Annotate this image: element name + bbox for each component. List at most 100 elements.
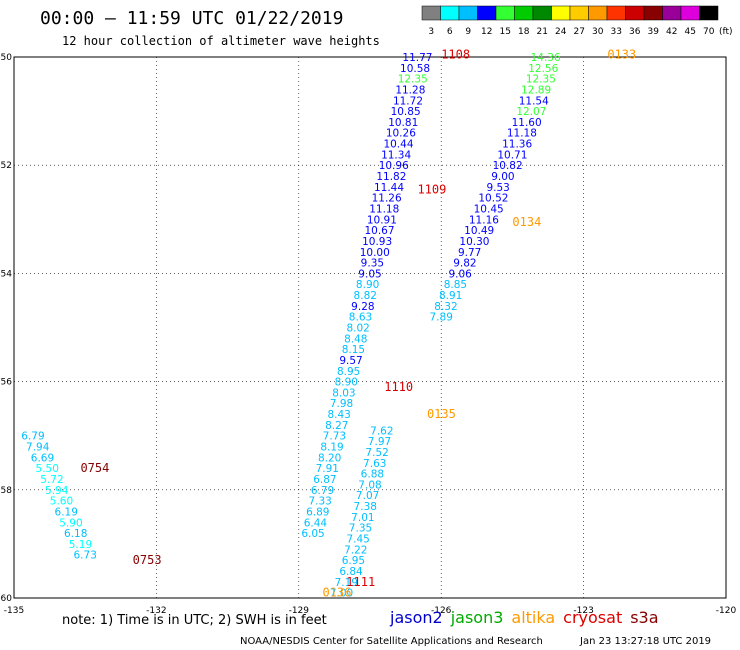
wave-height-point: 8.27 bbox=[325, 420, 348, 432]
wave-height-point: 11.60 bbox=[512, 117, 542, 129]
legend-item-altika: altika bbox=[511, 608, 556, 627]
wave-height-point: 6.69 bbox=[31, 452, 54, 464]
pass-label: 0754 bbox=[80, 461, 109, 475]
wave-height-point: 9.57 bbox=[339, 355, 362, 367]
wave-height-point: 7.94 bbox=[26, 442, 50, 454]
legend-item-jason2: jason2 bbox=[390, 608, 443, 627]
pass-label: 0133 bbox=[607, 47, 636, 61]
legend-item-cryosat: cryosat bbox=[563, 608, 623, 627]
wave-height-point: 9.77 bbox=[458, 247, 481, 259]
wave-height-point: 10.26 bbox=[386, 128, 416, 140]
wave-height-point: 6.18 bbox=[64, 528, 87, 540]
wave-height-point: 7.45 bbox=[346, 533, 369, 545]
wave-height-point: 8.90 bbox=[356, 279, 379, 291]
wave-height-point: 7.07 bbox=[356, 490, 379, 502]
colorbar-tick: 15 bbox=[500, 27, 511, 37]
wave-height-point: 8.63 bbox=[349, 312, 372, 324]
colorbar-tick: 9 bbox=[465, 27, 471, 37]
wave-height-point: 7.08 bbox=[358, 479, 381, 491]
wave-height-point: 9.28 bbox=[351, 301, 374, 313]
wave-height-point: 10.49 bbox=[464, 225, 494, 237]
wave-height-point: 7.91 bbox=[316, 463, 339, 475]
wave-height-point: 5.50 bbox=[36, 463, 59, 475]
colorbar-tick: 39 bbox=[648, 27, 660, 37]
wave-height-point: 11.82 bbox=[376, 171, 406, 183]
colorbar-tick: 70 bbox=[703, 27, 715, 37]
wave-height-point: 6.88 bbox=[361, 469, 384, 481]
wave-height-point: 5.90 bbox=[59, 517, 82, 529]
pass-label: 1108 bbox=[441, 47, 470, 61]
wave-height-point: 11.18 bbox=[369, 203, 399, 215]
wave-height-point: 5.94 bbox=[45, 485, 69, 497]
wave-height-point: 10.45 bbox=[474, 203, 504, 215]
wave-height-point: 8.82 bbox=[354, 290, 377, 302]
wave-height-point: 11.28 bbox=[395, 84, 425, 96]
wave-height-point: 9.00 bbox=[491, 171, 514, 183]
wave-height-point: 10.52 bbox=[478, 193, 508, 205]
wave-height-point: 6.79 bbox=[311, 485, 334, 497]
pass-label: 1110 bbox=[384, 380, 413, 394]
colorbar-swatch bbox=[699, 5, 719, 21]
colorbar-swatch bbox=[680, 5, 700, 21]
colorbar-unit: (ft) bbox=[719, 27, 733, 37]
wave-height-point: 12.35 bbox=[398, 74, 428, 86]
wave-height-point: 9.82 bbox=[453, 258, 476, 270]
wave-height-point: 11.16 bbox=[469, 214, 499, 226]
wave-height-point: 8.43 bbox=[327, 409, 350, 421]
wave-height-point: 11.36 bbox=[502, 139, 532, 151]
wave-height-point: 7.35 bbox=[349, 523, 372, 535]
wave-height-point: 10.30 bbox=[459, 236, 489, 248]
wave-height-point: 10.93 bbox=[362, 236, 392, 248]
colorbar-tick: 30 bbox=[592, 27, 604, 37]
wave-height-point: 10.67 bbox=[364, 225, 394, 237]
wave-height-point: 5.19 bbox=[69, 539, 92, 551]
wave-height-point: 7.63 bbox=[363, 458, 386, 470]
x-tick-label: -120 bbox=[716, 606, 737, 616]
wave-height-point: 8.03 bbox=[332, 387, 355, 399]
wave-height-point: 8.20 bbox=[318, 452, 341, 464]
wave-height-point: 5.72 bbox=[40, 474, 63, 486]
colorbar-swatch bbox=[458, 5, 478, 21]
wave-height-point: 8.90 bbox=[335, 377, 358, 389]
colorbar-tick: 3 bbox=[428, 27, 434, 37]
colorbar-swatch bbox=[514, 5, 534, 21]
colorbar-swatch bbox=[606, 5, 626, 21]
wave-height-point: 8.02 bbox=[346, 323, 369, 335]
colorbar-swatch bbox=[440, 5, 460, 21]
wave-height-point: 11.44 bbox=[374, 182, 404, 194]
wave-height-point: 11.18 bbox=[507, 128, 537, 140]
footer-note: note: 1) Time is in UTC; 2) SWH is in fe… bbox=[62, 613, 327, 628]
wave-height-point: 12.89 bbox=[521, 84, 551, 96]
wave-height-point: 6.19 bbox=[55, 506, 78, 518]
wave-height-point: 7.89 bbox=[430, 312, 453, 324]
colorbar-swatch bbox=[421, 5, 441, 21]
wave-height-point: 5.60 bbox=[50, 496, 73, 508]
wave-height-point: 6.79 bbox=[21, 431, 44, 443]
wave-height-point: 7.62 bbox=[370, 425, 393, 437]
footer-credit: NOAA/NESDIS Center for Satellite Applica… bbox=[240, 636, 543, 647]
colorbar-tick: 42 bbox=[666, 27, 677, 37]
colorbar-tick: 18 bbox=[518, 27, 530, 37]
wave-height-point: 9.53 bbox=[486, 182, 509, 194]
wave-height-point: 6.44 bbox=[304, 517, 328, 529]
satellite-legend: jason2 jason3 altika cryosat s3a bbox=[390, 608, 667, 627]
wave-height-point: 10.58 bbox=[400, 63, 430, 75]
wave-height-point: 9.35 bbox=[361, 258, 384, 270]
colorbar-swatch bbox=[625, 5, 645, 21]
wave-height-point: 7.19 bbox=[335, 577, 358, 589]
wave-height-point: 9.06 bbox=[448, 268, 472, 280]
wave-height-point: 6.05 bbox=[301, 528, 324, 540]
wave-height-point: 7.00 bbox=[330, 588, 353, 600]
pass-label: 0135 bbox=[427, 407, 456, 421]
colorbar-tick: 33 bbox=[611, 27, 622, 37]
colorbar-tick: 12 bbox=[481, 27, 492, 37]
wave-height-point: 6.87 bbox=[313, 474, 336, 486]
colorbar-swatch bbox=[569, 5, 589, 21]
colorbar-swatch bbox=[643, 5, 663, 21]
colorbar-tick: 27 bbox=[574, 27, 585, 37]
colorbar-swatch bbox=[551, 5, 571, 21]
colorbar-tick: 36 bbox=[629, 27, 641, 37]
wave-height-point: 11.77 bbox=[402, 52, 432, 64]
color-scale-bar: 3 6 9 12 15 18 21 24 27 30 33 36 39 42 45 70 (ft) bbox=[421, 5, 733, 37]
